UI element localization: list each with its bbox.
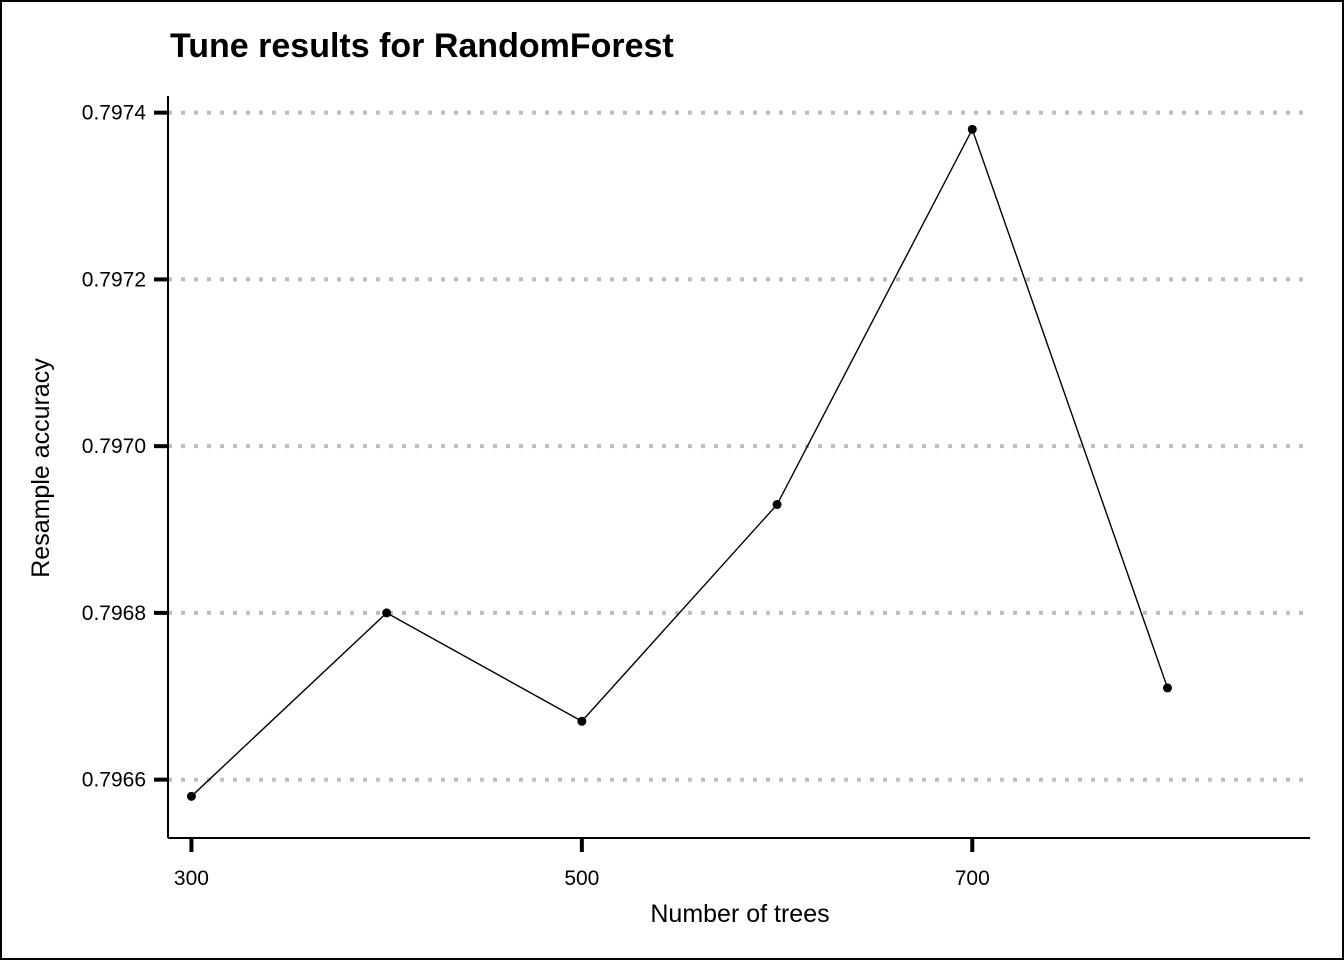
data-point: [382, 608, 392, 618]
data-point: [186, 791, 196, 801]
x-tick-label: 700: [955, 867, 990, 890]
gridlines: [168, 110, 1310, 782]
series-accuracy: [186, 124, 1172, 801]
y-tick-label: 0.7968: [82, 602, 146, 625]
x-axis-ticks: 300 500 700: [174, 838, 990, 890]
x-tick-label: 500: [564, 867, 599, 890]
data-point: [1162, 683, 1172, 693]
data-point: [967, 124, 977, 134]
x-axis-title: Number of trees: [650, 900, 829, 928]
data-point: [577, 716, 587, 726]
y-axis-ticks: 0.7966 0.7968 0.7970 0.7972 0.7974: [82, 102, 168, 792]
y-tick-label: 0.7970: [82, 435, 146, 458]
series-line: [190, 127, 1169, 797]
y-tick-label: 0.7974: [82, 102, 147, 125]
y-axis-title: Resample accuracy: [27, 358, 55, 578]
y-tick-label: 0.7966: [82, 769, 146, 792]
y-tick-label: 0.7972: [82, 268, 146, 291]
data-point: [772, 500, 782, 510]
chart-title: Tune results for RandomForest: [170, 27, 674, 65]
x-tick-label: 300: [174, 867, 209, 890]
